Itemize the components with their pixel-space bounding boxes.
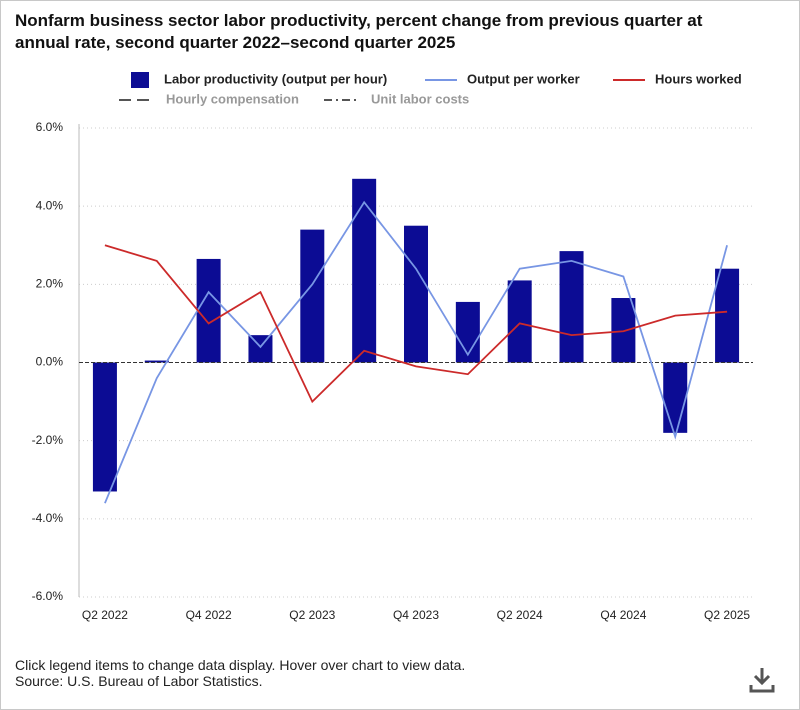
legend-label[interactable]: Hours worked — [655, 71, 742, 86]
x-tick-label: Q2 2022 — [82, 608, 128, 622]
line — [104, 200, 728, 504]
bar — [715, 268, 740, 363]
x-tick-label: Q4 2022 — [186, 608, 232, 622]
x-tick-label: Q2 2024 — [497, 608, 543, 622]
y-tick-label: 6.0% — [36, 120, 64, 134]
x-tick-label: Q4 2024 — [600, 608, 646, 622]
line — [104, 244, 728, 404]
bar — [404, 225, 428, 363]
bar — [144, 360, 169, 363]
legend-label[interactable]: Output per worker — [467, 71, 580, 86]
legend-label[interactable]: Labor productivity (output per hour) — [164, 71, 387, 86]
x-tick-label: Q4 2023 — [393, 608, 439, 622]
bar — [300, 229, 325, 363]
bar — [352, 178, 377, 363]
y-tick-label: -4.0% — [32, 511, 64, 525]
bar — [92, 362, 117, 492]
bar — [196, 258, 221, 363]
legend-swatch[interactable] — [131, 72, 149, 88]
bar — [455, 301, 480, 363]
y-tick-label: -2.0% — [32, 433, 64, 447]
bar — [507, 280, 532, 363]
bar — [559, 251, 584, 363]
legend-label[interactable]: Hourly compensation — [166, 91, 299, 106]
chart-title: Nonfarm business sector labor productivi… — [15, 11, 703, 52]
bar — [611, 298, 636, 363]
x-tick-label: Q2 2025 — [704, 608, 750, 622]
legend-label[interactable]: Unit labor costs — [371, 91, 469, 106]
y-tick-label: -6.0% — [32, 589, 64, 603]
y-tick-label: 4.0% — [36, 198, 64, 212]
note: Click legend items to change data displa… — [15, 657, 466, 673]
y-tick-label: 0.0% — [36, 355, 64, 369]
y-tick-label: 2.0% — [36, 277, 64, 291]
source: Source: U.S. Bureau of Labor Statistics. — [15, 673, 263, 689]
download-button[interactable] — [747, 665, 777, 695]
bar — [663, 362, 688, 433]
x-tick-label: Q2 2023 — [289, 608, 335, 622]
